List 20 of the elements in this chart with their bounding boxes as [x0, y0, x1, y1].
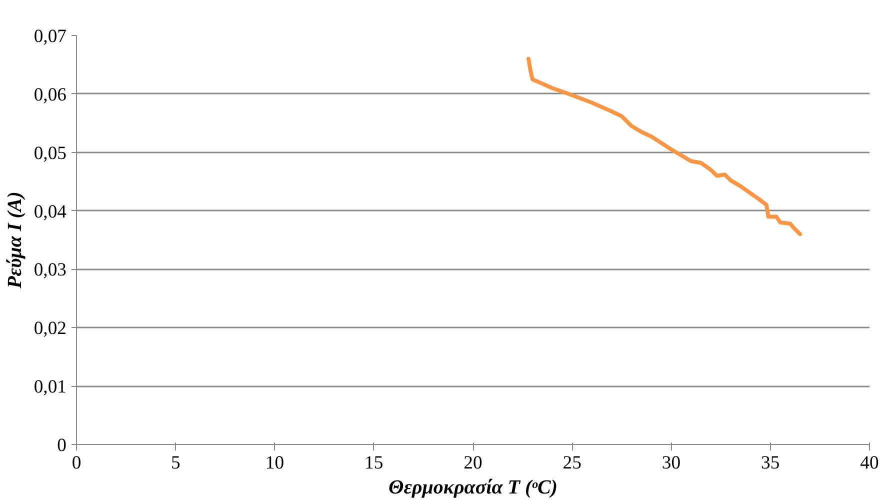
x-tick-label: 25 [562, 452, 582, 474]
y-tick-label: 0,06 [34, 84, 67, 106]
y-tick-label: 0,05 [34, 142, 67, 164]
x-tick-label: 40 [860, 452, 879, 474]
x-tick-label: 10 [265, 452, 284, 474]
x-tick-label: 20 [464, 452, 482, 474]
y-tick-label: 0 [57, 435, 66, 456]
x-tick-label: 15 [364, 452, 384, 474]
line-series [526, 56, 802, 236]
x-tick-label: 35 [761, 452, 780, 474]
x-tick-label: 0 [72, 452, 82, 474]
y-axis-title: Ρεύμα I (A) [4, 192, 26, 290]
y-tick-label: 0,04 [34, 201, 68, 222]
x-tick-label: 5 [170, 452, 180, 474]
y-tick-label: 0,03 [34, 260, 67, 281]
y-tick-label: 0,07 [34, 26, 67, 47]
x-tick-label: 30 [662, 452, 681, 474]
y-tick-label: 0,01 [34, 376, 67, 398]
x-axis-title: Θερμοκρασία T (ᵒC) [388, 476, 558, 498]
y-tick-label: 0,02 [34, 318, 67, 340]
